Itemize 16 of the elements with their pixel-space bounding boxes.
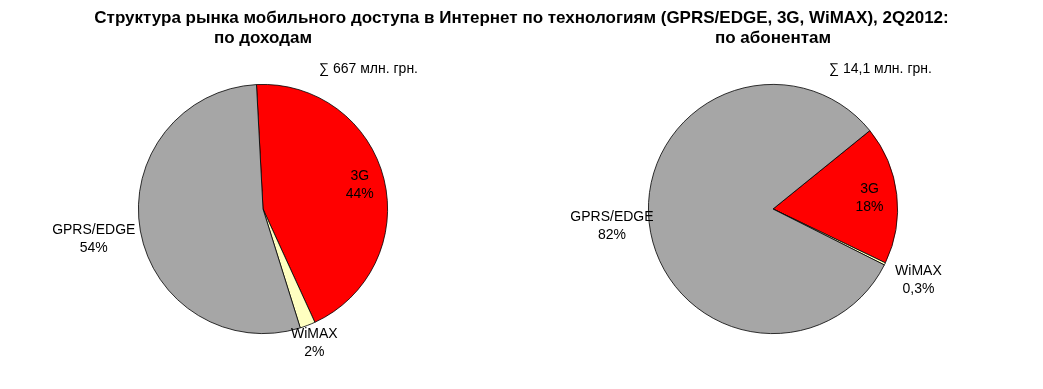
slice-label: WiMAX bbox=[291, 324, 339, 341]
slice-label: 3G bbox=[350, 167, 370, 184]
chart-subtitle: по доходам bbox=[212, 28, 314, 48]
slice-label: 3G bbox=[860, 179, 879, 196]
chart-subtitle: по абонентам bbox=[713, 28, 833, 48]
data-label: 2% bbox=[304, 342, 325, 359]
slice-label: GPRS/EDGE bbox=[52, 221, 136, 238]
text: ∑ 14,1 млн. грн. bbox=[829, 60, 932, 77]
data-label: 0,3% bbox=[902, 280, 935, 297]
data-label: 44% bbox=[345, 185, 374, 202]
slice-label: WiMAX bbox=[895, 262, 943, 279]
text: ∑ 667 млн. грн. bbox=[319, 60, 419, 77]
text: Структура рынка мобильного доступа в Интернет по технологиям (GPRS/EDGE, 3G, WiMAX), 2Q2012: bbox=[93, 8, 950, 28]
data-label: 54% bbox=[79, 239, 108, 256]
data-label: 18% bbox=[855, 197, 884, 214]
data-label: 82% bbox=[597, 226, 626, 243]
